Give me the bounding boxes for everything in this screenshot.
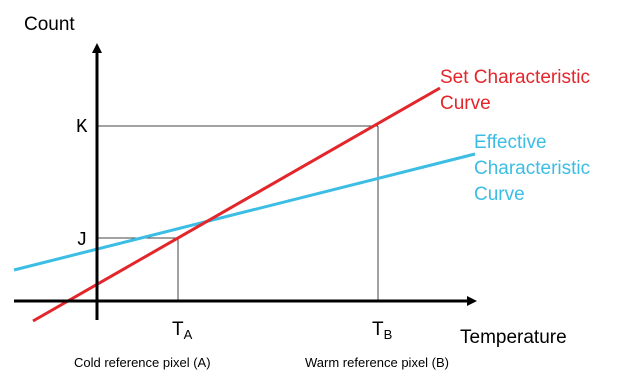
tb-tick-label: TB [372, 319, 392, 342]
set-curve-label-line1: Set Characteristic [440, 67, 590, 88]
effective-curve-label-line2: Characteristic [474, 158, 590, 179]
warm-reference-caption: Warm reference pixel (B) [305, 355, 449, 370]
x-axis-label: Temperature [460, 327, 567, 348]
cold-reference-caption: Cold reference pixel (A) [74, 355, 211, 370]
k-tick-label: K [76, 116, 88, 138]
ta-tick-label: TA [172, 319, 193, 342]
set-curve-label-line2: Curve [440, 93, 491, 114]
set-characteristic-curve [32, 86, 441, 323]
y-axis-label: Count [24, 14, 75, 35]
j-tick-label: J [76, 229, 87, 251]
effective-curve-label-line3: Curve [474, 184, 525, 205]
effective-characteristic-curve [13, 152, 476, 272]
effective-curve-label-line1: Effective [474, 132, 547, 153]
